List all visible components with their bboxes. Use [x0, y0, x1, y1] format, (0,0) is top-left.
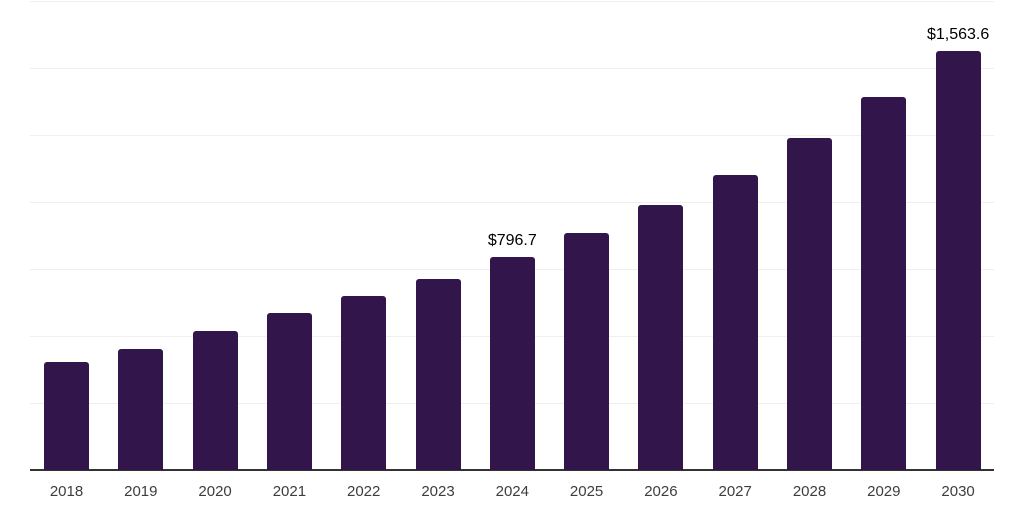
x-tick-label-2026: 2026 — [644, 483, 678, 500]
x-tick-label-2021: 2021 — [272, 483, 307, 500]
bar-2027 — [712, 174, 758, 470]
x-tick-label-2018: 2018 — [49, 483, 84, 500]
x-tick-label-2030: 2030 — [941, 483, 975, 500]
x-axis-line — [30, 469, 994, 471]
x-tick-label-2029: 2029 — [867, 483, 901, 500]
x-tick-label-2019: 2019 — [124, 483, 158, 500]
gridline — [30, 135, 994, 136]
bar-2021 — [266, 312, 312, 470]
x-tick-label-2025: 2025 — [569, 483, 604, 500]
bar-2023 — [415, 278, 461, 470]
x-tick-label-2028: 2028 — [792, 483, 827, 500]
bar-2029 — [861, 96, 907, 470]
x-tick-label-2024: 2024 — [495, 483, 529, 500]
bar-2024 — [489, 256, 535, 470]
bar-2025 — [564, 233, 610, 470]
bar-2030 — [935, 51, 981, 470]
data-label-2030: $1,563.6 — [926, 26, 990, 43]
bar-2019 — [118, 349, 164, 470]
x-tick-label-2023: 2023 — [421, 483, 455, 500]
gridline — [30, 68, 994, 69]
gridline — [30, 1, 994, 2]
bar-2018 — [44, 362, 89, 470]
bar-2028 — [787, 137, 832, 470]
bar-2026 — [638, 205, 684, 470]
bar-2022 — [341, 295, 387, 470]
data-label-2024: $796.7 — [487, 231, 537, 249]
bar-2020 — [192, 330, 238, 470]
x-tick-label-2027: 2027 — [718, 483, 752, 500]
x-tick-label-2022: 2022 — [347, 483, 381, 500]
gridline — [30, 202, 994, 203]
x-tick-label-2020: 2020 — [198, 483, 232, 500]
